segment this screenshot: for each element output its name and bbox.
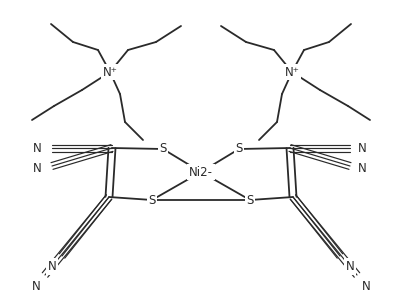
Text: N: N bbox=[346, 260, 354, 273]
Text: N: N bbox=[362, 280, 371, 293]
Text: N⁺: N⁺ bbox=[285, 66, 300, 78]
Text: N: N bbox=[48, 260, 57, 273]
Text: N: N bbox=[358, 142, 367, 155]
Text: S: S bbox=[159, 142, 167, 156]
Text: S: S bbox=[148, 193, 156, 206]
Text: S: S bbox=[246, 193, 254, 206]
Text: N: N bbox=[32, 280, 41, 293]
Text: N: N bbox=[33, 162, 42, 174]
Text: N: N bbox=[358, 162, 367, 174]
Text: N⁺: N⁺ bbox=[103, 66, 117, 78]
Text: S: S bbox=[235, 142, 243, 156]
Text: Ni2-: Ni2- bbox=[189, 166, 213, 178]
Text: N: N bbox=[33, 142, 42, 155]
